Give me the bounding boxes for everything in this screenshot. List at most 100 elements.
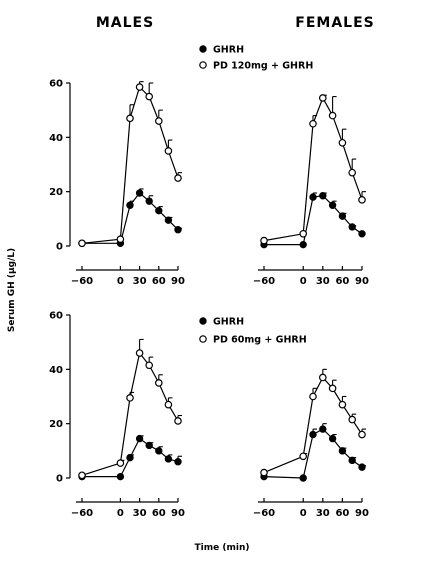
data-point-males-pd60-open-5 bbox=[155, 379, 163, 387]
x-tick-label-males-pd60-60: 60 bbox=[152, 508, 166, 519]
data-point-males-pd120-filled-3 bbox=[135, 189, 144, 197]
data-point-females-pd120-filled-7 bbox=[358, 230, 366, 238]
x-tick-label-males-pd120-90: 90 bbox=[171, 276, 185, 287]
legend-bottom-open-marker bbox=[199, 335, 207, 343]
data-point-males-pd60-open-3 bbox=[135, 349, 144, 357]
data-point-females-pd60-open-0 bbox=[260, 468, 268, 477]
data-point-males-pd60-open-2 bbox=[126, 394, 134, 402]
x-tick-label-males-pd60-90: 90 bbox=[171, 508, 185, 519]
y-tick-label-males-pd60-40: 40 bbox=[49, 365, 63, 376]
data-point-males-pd120-open-0 bbox=[78, 239, 86, 248]
data-point-males-pd60-open-0 bbox=[78, 471, 86, 480]
data-point-females-pd60-open-1 bbox=[299, 452, 308, 461]
x-tick-label-males-pd60--60: −60 bbox=[71, 508, 93, 519]
data-point-males-pd120-open-5 bbox=[155, 117, 163, 125]
x-tick-label-females-pd120-90: 90 bbox=[355, 276, 369, 287]
y-tick-label-males-pd60-20: 20 bbox=[49, 419, 63, 430]
data-point-females-pd60-open-4 bbox=[328, 384, 337, 393]
data-point-females-pd120-filled-3 bbox=[319, 192, 327, 200]
series-line-males-pd120-filled bbox=[82, 192, 179, 244]
x-tick-label-males-pd120-30: 30 bbox=[133, 276, 147, 287]
data-point-females-pd60-filled-3 bbox=[319, 425, 327, 433]
data-point-males-pd120-open-7 bbox=[174, 174, 182, 182]
x-tick-label-males-pd120-0: 0 bbox=[117, 276, 124, 287]
data-point-males-pd120-open-2 bbox=[126, 114, 134, 123]
series-line-females-pd120-open bbox=[263, 96, 363, 242]
y-tick-label-males-pd120-0: 0 bbox=[56, 242, 63, 253]
data-point-males-pd120-open-1 bbox=[116, 235, 125, 244]
y-axis-label: Serum GH (µg/L) bbox=[7, 248, 17, 332]
data-point-females-pd120-open-6 bbox=[348, 168, 357, 177]
data-point-females-pd120-open-7 bbox=[358, 196, 366, 204]
legend-top-filled-marker bbox=[199, 45, 207, 53]
legend-bottom-filled-label: GHRH bbox=[213, 317, 244, 328]
data-point-females-pd60-filled-5 bbox=[338, 447, 347, 455]
data-point-females-pd60-filled-6 bbox=[348, 456, 356, 465]
data-point-females-pd120-filled-5 bbox=[338, 212, 347, 220]
data-point-females-pd120-open-3 bbox=[318, 94, 327, 102]
y-tick-label-males-pd60-60: 60 bbox=[49, 311, 63, 322]
data-point-females-pd60-open-2 bbox=[309, 392, 317, 401]
data-point-males-pd120-filled-5 bbox=[155, 206, 163, 215]
col-title-females: FEMALES bbox=[295, 15, 374, 31]
data-point-males-pd60-filled-6 bbox=[164, 455, 173, 463]
data-point-males-pd60-open-7 bbox=[174, 417, 182, 425]
data-point-males-pd60-open-1 bbox=[116, 459, 125, 467]
series-line-males-pd120-open bbox=[81, 85, 179, 244]
x-tick-label-females-pd60-90: 90 bbox=[355, 508, 369, 519]
y-tick-label-males-pd60-0: 0 bbox=[56, 474, 63, 485]
data-point-females-pd60-open-5 bbox=[338, 400, 347, 409]
data-point-males-pd120-filled-2 bbox=[126, 201, 134, 209]
x-tick-label-females-pd60--60: −60 bbox=[253, 508, 275, 519]
x-tick-label-females-pd120-0: 0 bbox=[300, 276, 307, 287]
data-point-females-pd120-filled-6 bbox=[348, 223, 356, 231]
x-axis-label: Time (min) bbox=[195, 543, 250, 553]
data-point-males-pd60-filled-7 bbox=[174, 458, 182, 466]
series-line-males-pd60-open bbox=[81, 351, 179, 476]
plots: 0 20 40 60 −60 0 30 60 90 −60 0 30 60 90 0 20 40 60 −60 0 30… bbox=[49, 79, 369, 520]
legend-top: GHRH PD 120mg + GHRH bbox=[199, 45, 313, 72]
legend-top-filled-label: GHRH bbox=[213, 45, 244, 56]
y-tick-label-males-pd120-60: 60 bbox=[49, 79, 63, 90]
data-point-females-pd120-open-4 bbox=[328, 111, 337, 120]
x-tick-label-females-pd60-0: 0 bbox=[300, 508, 307, 519]
x-tick-label-females-pd120-60: 60 bbox=[335, 276, 349, 287]
y-tick-label-males-pd120-40: 40 bbox=[49, 133, 63, 144]
data-point-females-pd120-filled-1 bbox=[299, 240, 307, 249]
legend-bottom-open-label: PD 60mg + GHRH bbox=[213, 335, 307, 346]
x-tick-label-males-pd120--60: −60 bbox=[71, 276, 93, 287]
data-point-females-pd60-open-7 bbox=[358, 430, 366, 439]
data-point-males-pd120-filled-7 bbox=[174, 226, 182, 234]
legend-top-open-label: PD 120mg + GHRH bbox=[213, 61, 313, 72]
panel-females-pd60: −60 0 30 60 90 bbox=[253, 368, 369, 519]
data-point-males-pd60-open-6 bbox=[164, 400, 173, 409]
data-point-females-pd120-filled-2 bbox=[309, 193, 317, 201]
data-point-males-pd120-open-3 bbox=[135, 83, 144, 91]
legend-bottom-filled-marker bbox=[199, 317, 207, 325]
data-point-females-pd120-open-5 bbox=[338, 138, 347, 147]
data-point-females-pd120-open-1 bbox=[299, 229, 308, 238]
data-point-females-pd60-open-3 bbox=[318, 373, 327, 382]
data-point-males-pd120-open-4 bbox=[145, 92, 154, 101]
data-point-males-pd120-filled-4 bbox=[145, 197, 153, 205]
panel-males-pd120: 0 20 40 60 −60 0 30 60 90 bbox=[49, 79, 185, 288]
data-point-females-pd60-open-6 bbox=[348, 415, 357, 424]
data-point-females-pd60-filled-1 bbox=[299, 474, 307, 482]
x-tick-label-females-pd120-30: 30 bbox=[316, 276, 330, 287]
data-point-males-pd60-filled-4 bbox=[145, 441, 153, 450]
col-title-males: MALES bbox=[96, 15, 154, 31]
data-point-males-pd120-open-6 bbox=[164, 147, 173, 155]
data-point-females-pd60-filled-7 bbox=[358, 463, 366, 471]
legend-bottom: GHRH PD 60mg + GHRH bbox=[199, 317, 307, 346]
data-point-males-pd60-filled-2 bbox=[126, 453, 134, 462]
data-point-males-pd60-open-4 bbox=[145, 361, 154, 370]
legend-top-open-marker bbox=[199, 61, 207, 69]
data-point-males-pd60-filled-5 bbox=[155, 447, 163, 455]
x-tick-label-females-pd60-60: 60 bbox=[335, 508, 349, 519]
panel-females-pd120: −60 0 30 60 90 bbox=[253, 94, 369, 287]
panel-males-pd60: 0 20 40 60 −60 0 30 60 90 bbox=[49, 311, 185, 520]
data-point-females-pd60-filled-2 bbox=[309, 430, 317, 439]
data-point-females-pd60-filled-4 bbox=[328, 434, 337, 443]
y-tick-label-males-pd120-20: 20 bbox=[49, 187, 63, 198]
